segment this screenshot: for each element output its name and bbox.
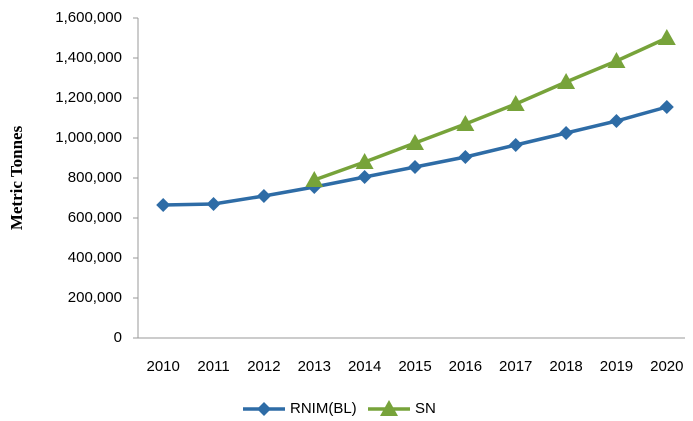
data-point — [206, 197, 221, 211]
y-tick-label: 1,200,000 — [55, 89, 122, 106]
data-point — [408, 160, 422, 174]
data-point — [458, 150, 473, 164]
data-point — [557, 73, 576, 89]
series-line — [313, 36, 668, 182]
x-tick-label: 2018 — [549, 358, 582, 375]
data-point — [508, 138, 523, 152]
x-tick-label: 2017 — [499, 358, 532, 375]
y-tick-label: 0 — [114, 329, 122, 346]
x-tick-label: 2019 — [600, 358, 633, 375]
x-tick-label: 2014 — [348, 358, 381, 375]
x-tick-label: 2012 — [247, 358, 280, 375]
legend-label: RNIM(BL) — [290, 400, 357, 417]
y-tick-label: 1,400,000 — [55, 49, 122, 66]
data-point — [506, 95, 525, 111]
y-axis-title: Metric Tonnes — [7, 125, 26, 230]
y-tick-label: 1,000,000 — [55, 129, 122, 146]
series-line — [163, 105, 668, 207]
data-point — [256, 189, 271, 203]
legend-label: SN — [415, 400, 436, 417]
x-tick-label: 2011 — [197, 358, 229, 375]
data-point — [456, 115, 475, 131]
x-tick-label: 2015 — [398, 358, 431, 375]
x-tick-label: 2020 — [650, 358, 683, 375]
x-tick-label: 2016 — [449, 358, 482, 375]
y-tick-label: 200,000 — [68, 289, 122, 306]
y-tick-label: 600,000 — [68, 209, 122, 226]
data-point — [609, 114, 624, 128]
data-point — [156, 198, 171, 212]
data-point — [357, 170, 372, 184]
data-point — [657, 29, 676, 45]
data-point — [559, 126, 574, 140]
data-point — [355, 153, 374, 169]
data-point — [406, 134, 424, 150]
y-tick-label: 400,000 — [68, 249, 122, 266]
legend-marker — [257, 402, 271, 416]
x-tick-label: 2013 — [298, 358, 331, 375]
legend-marker — [380, 400, 398, 416]
y-tick-label: 1,600,000 — [55, 9, 122, 26]
x-tick-label: 2010 — [146, 358, 179, 375]
data-point — [305, 171, 324, 187]
data-point — [607, 52, 626, 68]
y-tick-label: 800,000 — [68, 169, 122, 186]
data-point — [659, 100, 674, 114]
